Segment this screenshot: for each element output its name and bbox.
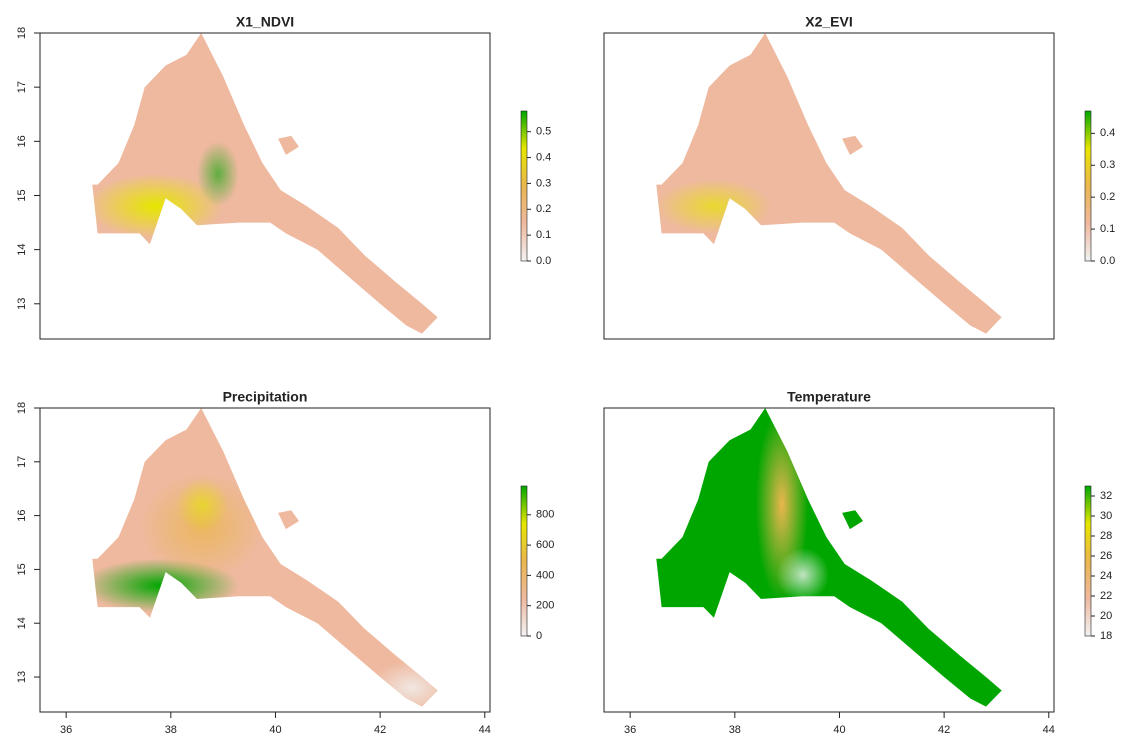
y-tick-label: 16 xyxy=(16,135,28,147)
plot-frame xyxy=(603,407,1055,713)
map-overlay xyxy=(656,179,772,234)
map-panel: Precipitation 13 14 15 16 17 18 36 38 40 42 44 0 200 4… xyxy=(16,389,554,736)
colorbar-label: 0.5 xyxy=(536,126,551,138)
colorbar xyxy=(520,110,528,262)
plot-frame xyxy=(39,407,491,713)
map-island xyxy=(842,510,863,530)
map-region xyxy=(656,408,1002,707)
map-shading xyxy=(176,477,229,532)
map-region xyxy=(656,33,1002,334)
map-shading xyxy=(369,660,438,707)
colorbar-label: 22 xyxy=(1100,590,1112,602)
colorbar-label: 0.1 xyxy=(1100,223,1115,235)
y-tick-label: 16 xyxy=(16,509,28,521)
colorbar xyxy=(520,485,528,637)
colorbar-label: 28 xyxy=(1100,530,1112,542)
plot-frame xyxy=(39,32,491,340)
y-tick-label: 13 xyxy=(16,298,28,310)
map-shading xyxy=(776,547,829,602)
colorbar-label: 20 xyxy=(1100,610,1112,622)
y-tick-label: 18 xyxy=(16,27,28,39)
map-island xyxy=(278,510,299,530)
x-tick-label: 40 xyxy=(269,724,281,736)
x-tick-label: 42 xyxy=(938,724,950,736)
x-tick-label: 38 xyxy=(165,724,177,736)
colorbar-label: 400 xyxy=(536,569,554,581)
map-overlay xyxy=(755,408,829,602)
panel-title: X1_NDVI xyxy=(236,14,294,30)
colorbar-label: 30 xyxy=(1100,510,1112,522)
x-tick-label: 44 xyxy=(479,724,491,736)
colorbar-label: 0.1 xyxy=(536,229,551,241)
x-tick-label: 40 xyxy=(833,724,845,736)
colorbar xyxy=(1084,110,1092,262)
colorbar-label: 0.3 xyxy=(536,177,551,189)
map-region xyxy=(92,408,438,707)
x-tick-label: 36 xyxy=(60,724,72,736)
colorbar-label: 0.4 xyxy=(1100,127,1115,139)
map-island xyxy=(842,135,863,155)
x-tick-label: 44 xyxy=(1043,724,1055,736)
colorbar-label: 0.0 xyxy=(1100,255,1115,267)
x-tick-label: 42 xyxy=(374,724,386,736)
y-tick-label: 17 xyxy=(16,456,28,468)
y-tick-label: 14 xyxy=(16,244,28,256)
plot-frame xyxy=(603,32,1055,340)
colorbar-label: 32 xyxy=(1100,490,1112,502)
panel-title: Precipitation xyxy=(223,389,308,405)
map-shading xyxy=(196,141,239,207)
colorbar-label: 0 xyxy=(536,630,542,642)
colorbar-label: 600 xyxy=(536,539,554,551)
colorbar-label: 200 xyxy=(536,600,554,612)
x-tick-label: 36 xyxy=(624,724,636,736)
colorbar-label: 24 xyxy=(1100,570,1112,582)
colorbar-label: 0.4 xyxy=(536,151,551,163)
panel-title: Temperature xyxy=(787,389,871,405)
y-tick-label: 15 xyxy=(16,563,28,575)
colorbar-label: 0.0 xyxy=(536,255,551,267)
map-panel: X2_EVI 0.0 0.1 0.2 0.3 0.4 xyxy=(603,14,1115,340)
colorbar xyxy=(1084,485,1092,637)
y-tick-label: 15 xyxy=(16,189,28,201)
colorbar-label: 26 xyxy=(1100,550,1112,562)
map-panel: X1_NDVI 13 14 15 16 17 18 0.0 0.1 0.2 0.3 0.4 0.5 xyxy=(16,14,551,340)
map-island xyxy=(278,135,299,155)
y-tick-label: 13 xyxy=(16,671,28,683)
colorbar-label: 18 xyxy=(1100,630,1112,642)
colorbar-label: 0.2 xyxy=(1100,191,1115,203)
x-tick-label: 38 xyxy=(729,724,741,736)
y-tick-label: 18 xyxy=(16,402,28,414)
colorbar-label: 0.3 xyxy=(1100,159,1115,171)
y-tick-label: 17 xyxy=(16,81,28,93)
colorbar-label: 800 xyxy=(536,509,554,521)
colorbar-label: 0.2 xyxy=(536,203,551,215)
panel-title: X2_EVI xyxy=(805,14,852,30)
map-panel: Temperature 36 38 40 42 44 18 20 22 24 26 28 30 32 xyxy=(603,389,1112,736)
y-tick-label: 14 xyxy=(16,617,28,629)
map-region xyxy=(92,33,438,334)
map-shading xyxy=(656,179,772,234)
